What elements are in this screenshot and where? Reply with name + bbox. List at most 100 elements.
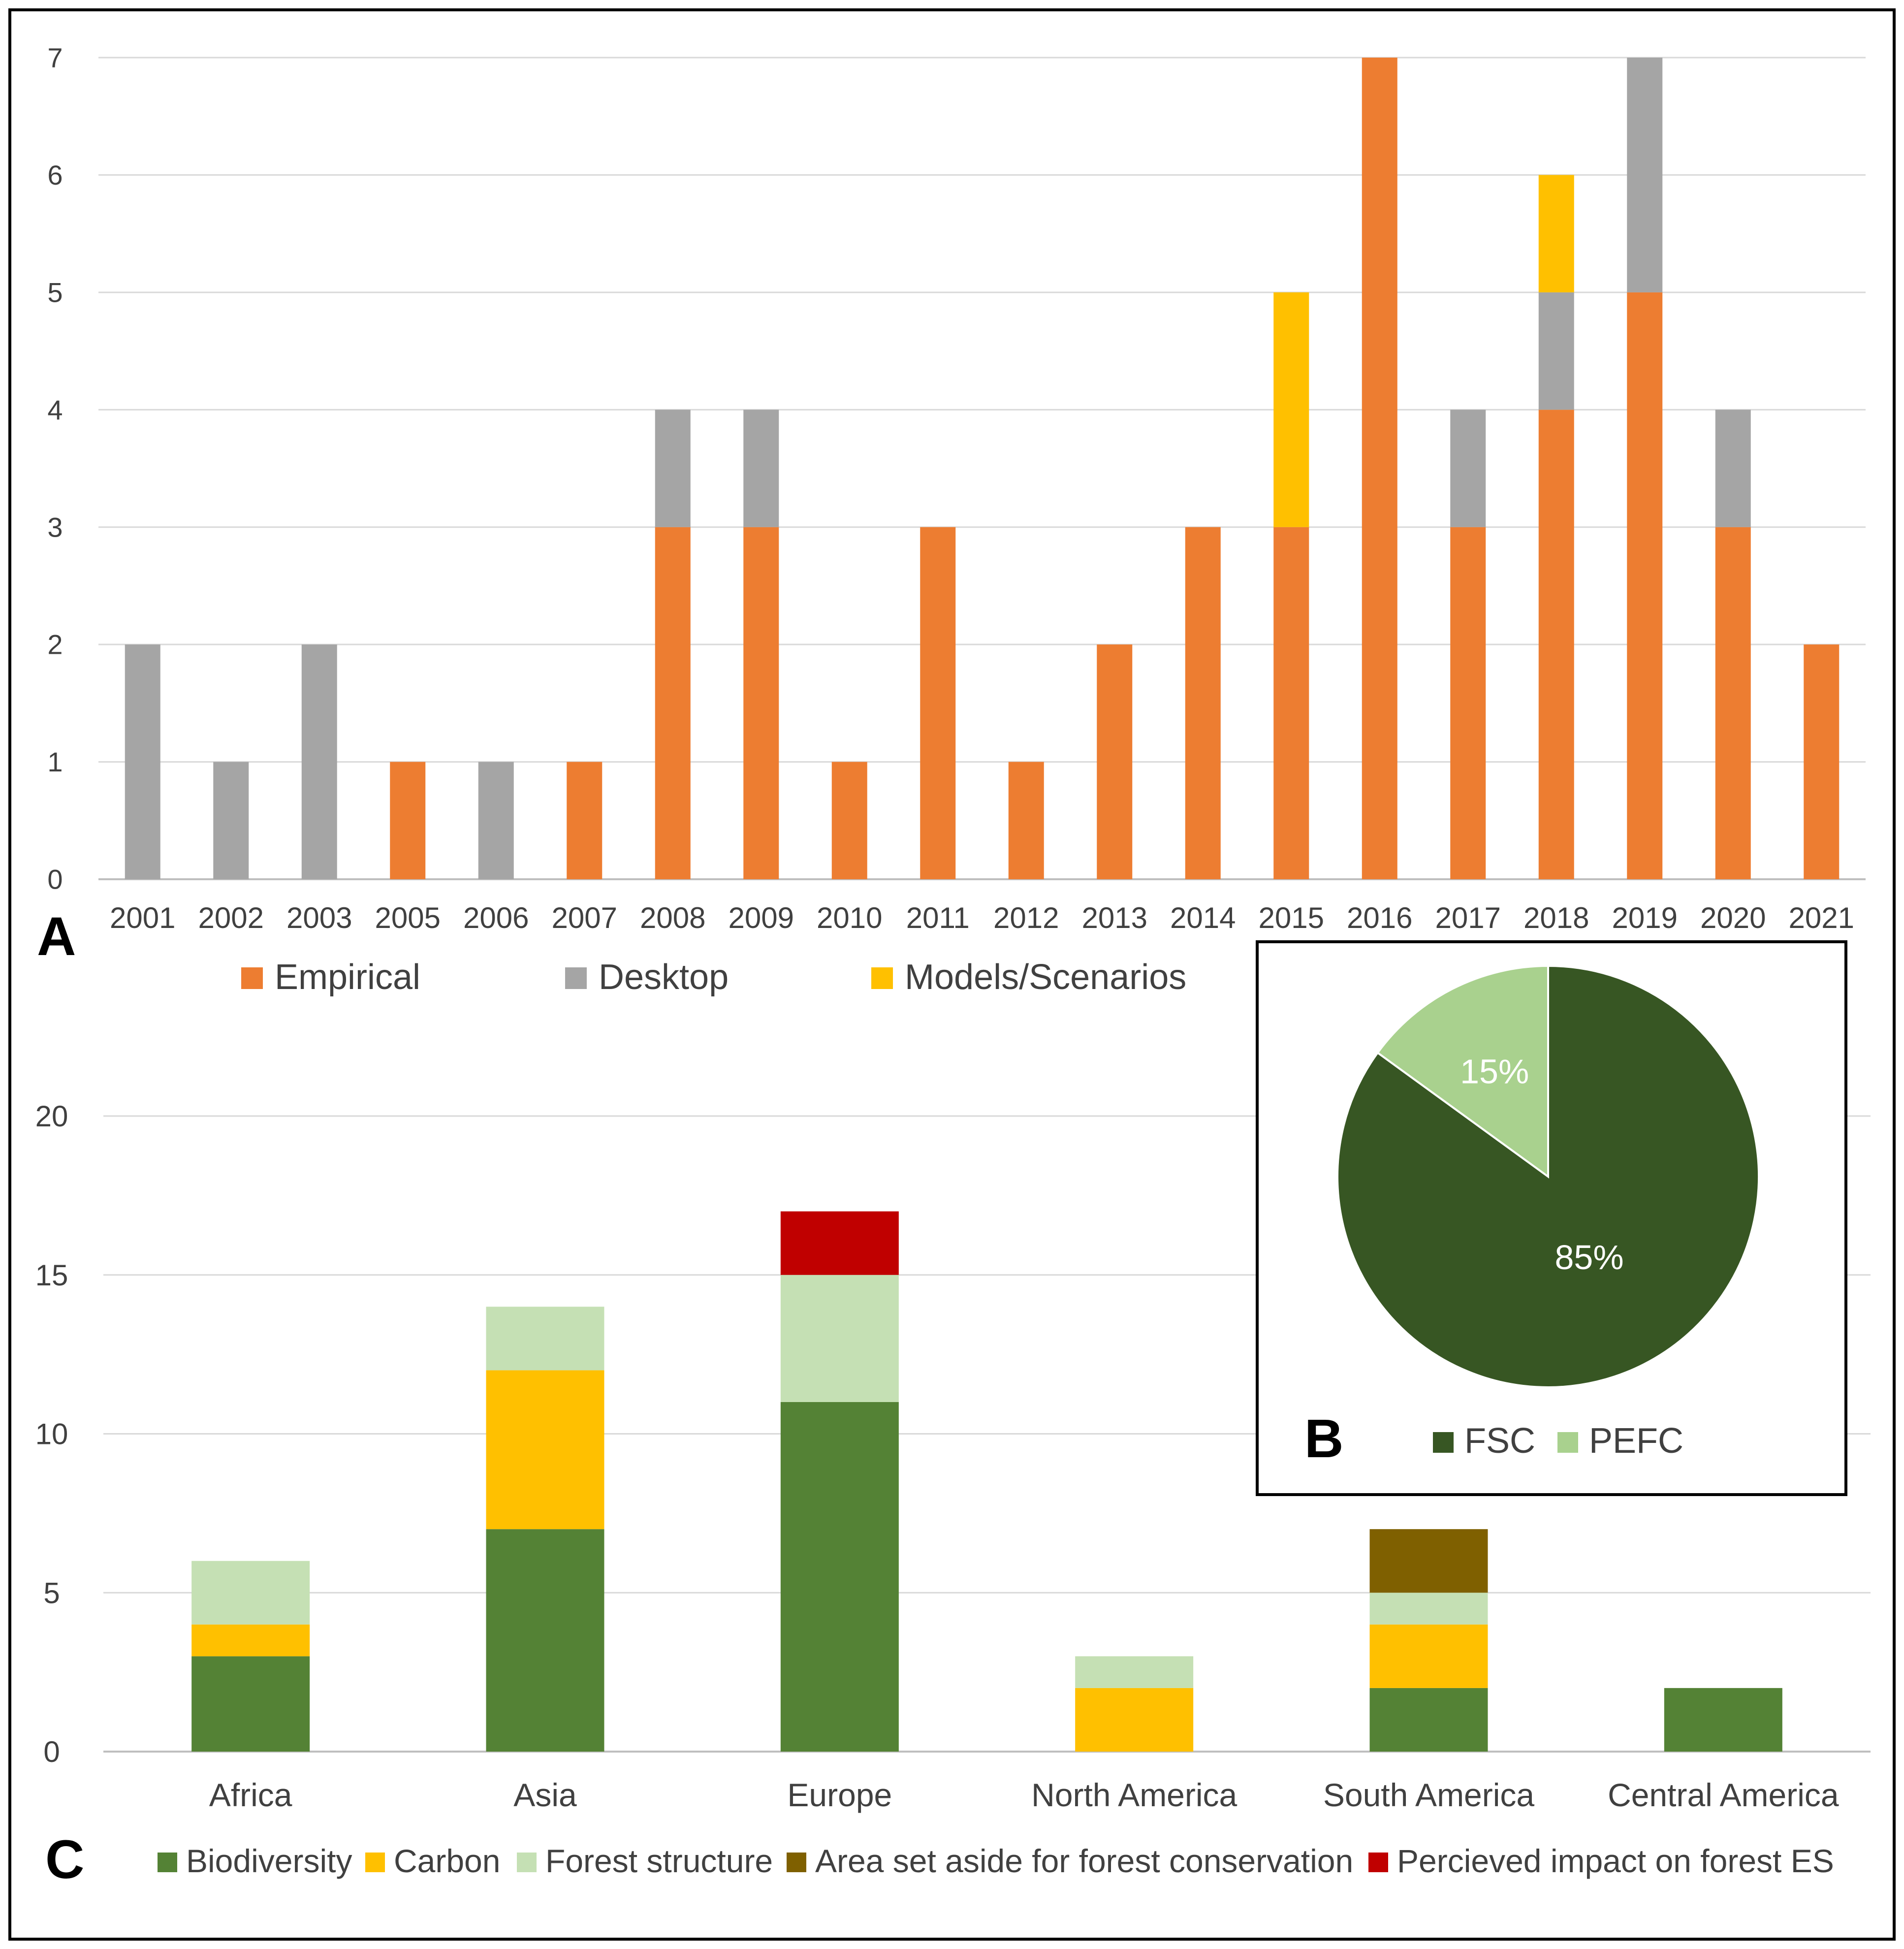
legend-label-models-scenarios: Models/Scenarios — [905, 958, 1186, 997]
bar-biodiversity-europe — [780, 1402, 899, 1752]
legend-swatch-fsc — [1433, 1432, 1454, 1453]
panel-a-category-label: 2005 — [375, 901, 441, 934]
bar-carbon-asia — [486, 1370, 604, 1530]
panel-a-category-label: 2003 — [286, 901, 352, 934]
panel-a-category-label: 2008 — [640, 901, 705, 934]
bar-forest-structure-south-america — [1369, 1593, 1488, 1625]
panel-c-y-tick-label: 5 — [43, 1576, 60, 1609]
panel-a-category-label: 2020 — [1700, 901, 1766, 934]
panel-a-category-label: 2021 — [1789, 901, 1854, 934]
panel-a-category-label: 2014 — [1170, 901, 1236, 934]
panel-label-c: C — [45, 1829, 84, 1890]
bar-empirical-2005 — [390, 762, 426, 879]
bar-empirical-2017 — [1450, 527, 1486, 879]
panel-c-y-tick-label: 0 — [43, 1735, 60, 1768]
bar-percieved-impact-on-forest-es-europe — [780, 1211, 899, 1275]
bar-desktop-2018 — [1538, 292, 1574, 410]
panel-a-category-label: 2010 — [817, 901, 882, 934]
legend-label-desktop: Desktop — [599, 958, 729, 997]
bar-desktop-2003 — [301, 644, 337, 879]
bar-desktop-2001 — [125, 644, 160, 879]
panel-a-y-tick-label: 2 — [47, 629, 63, 660]
legend-swatch-pefc — [1557, 1432, 1578, 1453]
legend-swatch-area-set-aside-for-forest-conservation — [787, 1853, 806, 1872]
panel-a-category-label: 2019 — [1612, 901, 1678, 934]
panel-a-category-label: 2002 — [198, 901, 264, 934]
pie-data-label-pefc: 15% — [1460, 1052, 1529, 1090]
panel-a-category-label: 2011 — [906, 901, 970, 934]
legend-label-biodiversity: Biodiversity — [186, 1843, 352, 1879]
bar-empirical-2008 — [655, 527, 691, 879]
panel-a-category-label: 2012 — [993, 901, 1059, 934]
legend-label-carbon: Carbon — [394, 1843, 500, 1879]
legend-swatch-desktop — [565, 967, 587, 989]
bar-carbon-africa — [191, 1624, 310, 1657]
legend-label-fsc: FSC — [1464, 1421, 1535, 1461]
bar-desktop-2006 — [478, 762, 514, 879]
panel-c-category-label: Asia — [513, 1777, 577, 1813]
bar-biodiversity-asia — [486, 1529, 604, 1752]
bar-empirical-2010 — [831, 762, 867, 879]
bar-biodiversity-africa — [191, 1656, 310, 1752]
legend-swatch-carbon — [365, 1853, 385, 1872]
legend-label-area-set-aside-for-forest-conservation: Area set aside for forest conservation — [815, 1843, 1353, 1879]
bar-empirical-2011 — [920, 527, 956, 879]
bar-area-set-aside-for-forest-conservation-south-america — [1369, 1529, 1488, 1593]
legend-label-forest-structure: Forest structure — [545, 1843, 773, 1879]
bar-desktop-2002 — [213, 762, 249, 879]
panel-a-category-label: 2009 — [729, 901, 794, 934]
bar-desktop-2020 — [1715, 410, 1751, 527]
panel-a-y-tick-label: 7 — [47, 42, 63, 73]
bar-desktop-2008 — [655, 410, 691, 527]
panel-c-category-label: North America — [1031, 1777, 1237, 1813]
legend-swatch-biodiversity — [158, 1853, 177, 1872]
panel-a-category-label: 2001 — [110, 901, 175, 934]
legend-swatch-forest-structure — [517, 1853, 537, 1872]
bar-empirical-2020 — [1715, 527, 1751, 879]
panel-a-y-tick-label: 0 — [47, 864, 63, 895]
bar-empirical-2007 — [567, 762, 603, 879]
legend-swatch-percieved-impact-on-forest-es — [1368, 1853, 1388, 1872]
bar-empirical-2009 — [743, 527, 779, 879]
legend-label-empirical: Empirical — [275, 958, 420, 997]
bar-desktop-2019 — [1627, 58, 1663, 292]
panel-a-category-label: 2007 — [552, 901, 617, 934]
panel-c-category-label: Central America — [1608, 1777, 1839, 1813]
bar-empirical-2021 — [1804, 644, 1840, 879]
panel-a-category-label: 2006 — [463, 901, 529, 934]
panel-a-category-label: 2015 — [1259, 901, 1324, 934]
bar-models-scenarios-2018 — [1538, 175, 1574, 292]
legend-label-percieved-impact-on-forest-es: Percieved impact on forest ES — [1397, 1843, 1834, 1879]
bar-biodiversity-south-america — [1369, 1688, 1488, 1752]
bar-desktop-2017 — [1450, 410, 1486, 527]
panel-a-y-tick-label: 5 — [47, 277, 63, 308]
bar-empirical-2018 — [1538, 410, 1574, 879]
bar-forest-structure-europe — [780, 1275, 899, 1402]
bar-carbon-south-america — [1369, 1624, 1488, 1688]
panel-label-b: B — [1304, 1408, 1343, 1469]
panel-c-y-tick-label: 20 — [35, 1100, 68, 1133]
bar-empirical-2014 — [1185, 527, 1221, 879]
bar-empirical-2015 — [1273, 527, 1309, 879]
bar-empirical-2019 — [1627, 292, 1663, 879]
panel-a-y-tick-label: 3 — [47, 511, 63, 543]
figure-border — [8, 8, 1896, 1941]
bar-empirical-2016 — [1362, 58, 1397, 879]
panel-c-category-label: Europe — [787, 1777, 892, 1813]
panel-a-category-label: 2016 — [1347, 901, 1412, 934]
bar-desktop-2009 — [743, 410, 779, 527]
panel-c-y-tick-label: 10 — [35, 1418, 68, 1451]
panel-a-category-label: 2018 — [1523, 901, 1589, 934]
legend-label-pefc: PEFC — [1589, 1421, 1683, 1461]
panel-a-y-tick-label: 1 — [47, 746, 63, 777]
bar-empirical-2012 — [1008, 762, 1044, 879]
panel-a-category-label: 2013 — [1082, 901, 1147, 934]
bar-forest-structure-asia — [486, 1307, 604, 1371]
bar-carbon-north-america — [1075, 1688, 1194, 1752]
panel-c-category-label: Africa — [209, 1777, 292, 1813]
bar-forest-structure-north-america — [1075, 1656, 1194, 1688]
bar-forest-structure-africa — [191, 1561, 310, 1625]
panel-c-y-tick-label: 15 — [35, 1259, 68, 1292]
